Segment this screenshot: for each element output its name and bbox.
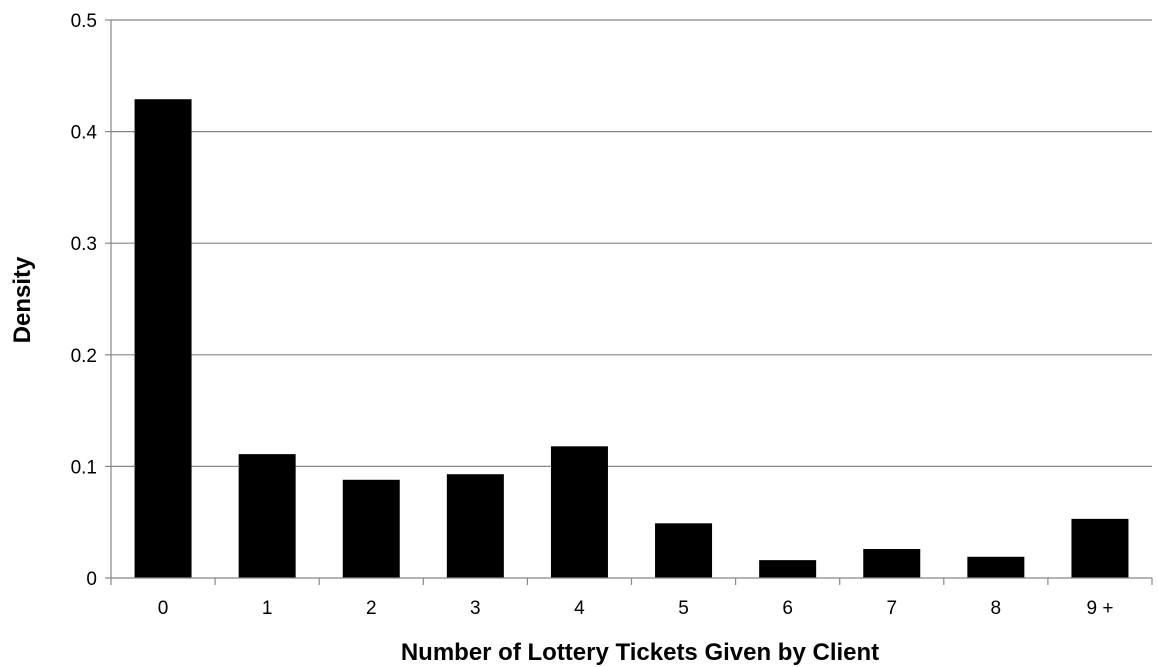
bar xyxy=(863,548,921,578)
bar xyxy=(967,556,1025,578)
x-tick-label: 4 xyxy=(574,598,585,619)
y-tick-label: 0 xyxy=(86,569,97,590)
y-tick-label: 0.5 xyxy=(71,11,97,32)
x-tick-label: 6 xyxy=(782,598,793,619)
x-tick-label: 9 + xyxy=(1086,598,1113,619)
x-tick-label: 0 xyxy=(158,598,169,619)
y-tick-labels: 0 0.1 0.2 0.3 0.4 0.5 xyxy=(71,11,111,590)
bar xyxy=(550,446,608,578)
x-tick-label: 8 xyxy=(991,598,1002,619)
bar xyxy=(1071,518,1129,578)
y-axis-title: Density xyxy=(9,256,36,343)
x-tick-labels: 0 1 2 3 4 5 6 7 8 9 + xyxy=(110,578,1153,619)
y-tick-label: 0.3 xyxy=(71,234,97,255)
gridlines xyxy=(111,19,1152,467)
bar xyxy=(446,474,504,578)
bar xyxy=(134,99,192,579)
y-tick-label: 0.2 xyxy=(71,346,97,367)
bar xyxy=(342,479,400,578)
bar xyxy=(238,454,296,578)
x-tick-label: 5 xyxy=(678,598,689,619)
x-tick-label: 2 xyxy=(366,598,377,619)
y-tick-label: 0.1 xyxy=(71,457,97,478)
bar xyxy=(655,523,713,578)
x-tick-label: 1 xyxy=(262,598,273,619)
bars xyxy=(134,99,1129,579)
x-tick-label: 3 xyxy=(470,598,481,619)
x-axis-title: Number of Lottery Tickets Given by Clien… xyxy=(401,639,879,666)
x-tick-label: 7 xyxy=(886,598,897,619)
bar xyxy=(759,560,817,578)
y-tick-label: 0.4 xyxy=(71,123,98,144)
